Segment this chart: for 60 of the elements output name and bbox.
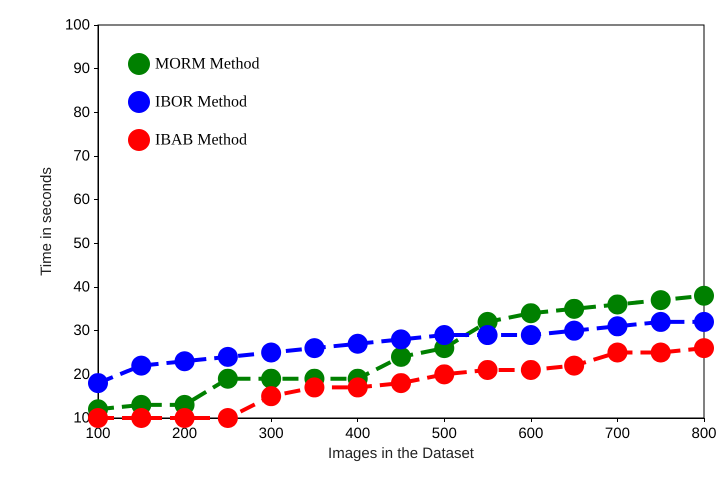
point: [131, 408, 152, 428]
x-tick-label: 800: [691, 425, 717, 442]
legend-label: MORM Method: [155, 56, 260, 72]
point: [607, 342, 628, 362]
point: [348, 334, 368, 354]
point: [304, 338, 324, 358]
point: [478, 360, 498, 380]
y-tick-label: 70: [73, 148, 90, 164]
x-tick-label: 500: [432, 425, 457, 442]
y-tick-label: 20: [73, 366, 90, 383]
point: [174, 408, 195, 428]
x-tick-label: 600: [518, 425, 544, 442]
point: [520, 360, 541, 380]
point: [650, 290, 671, 310]
point: [218, 408, 238, 428]
x-tick-label: 300: [258, 425, 284, 442]
y-tick-label: 80: [73, 104, 90, 121]
y-tick-label: 60: [73, 191, 90, 208]
point: [694, 312, 714, 332]
y-tick-label: 40: [73, 278, 90, 296]
point: [88, 408, 108, 428]
x-tick-label: 200: [172, 425, 198, 442]
point: [520, 303, 541, 324]
y-tick-label: 50: [73, 234, 90, 252]
point: [348, 377, 368, 398]
point: [261, 386, 282, 406]
y-tick-label: 100: [64, 16, 90, 34]
point: [564, 356, 584, 376]
y-tick-label: 90: [73, 60, 90, 78]
point: [694, 338, 714, 358]
x-tick-label: 700: [604, 425, 630, 442]
point: [607, 294, 628, 314]
point: [261, 342, 282, 362]
point: [434, 325, 454, 346]
point: [391, 329, 411, 350]
point: [478, 325, 498, 346]
point: [520, 325, 541, 346]
point: [391, 346, 411, 367]
point: [304, 377, 324, 398]
legend-label: IBAB Method: [155, 132, 247, 148]
y-axis-title: Time in seconds: [38, 167, 56, 276]
point: [174, 351, 195, 372]
x-axis-title: Images in the Dataset: [328, 444, 475, 462]
point: [650, 312, 671, 332]
point: [564, 320, 584, 341]
legend-label: IBOR Method: [155, 94, 247, 110]
x-tick-label: 400: [345, 425, 370, 442]
y-tick-label: 30: [73, 322, 90, 340]
point: [564, 298, 584, 319]
point: [131, 356, 152, 376]
point: [218, 368, 238, 389]
point: [391, 373, 411, 394]
point: [650, 342, 671, 362]
point: [218, 346, 238, 367]
point: [694, 286, 714, 306]
point: [88, 373, 108, 394]
x-tick-label: 100: [85, 425, 111, 442]
point: [434, 364, 454, 384]
point: [607, 316, 628, 336]
point: [261, 368, 282, 389]
